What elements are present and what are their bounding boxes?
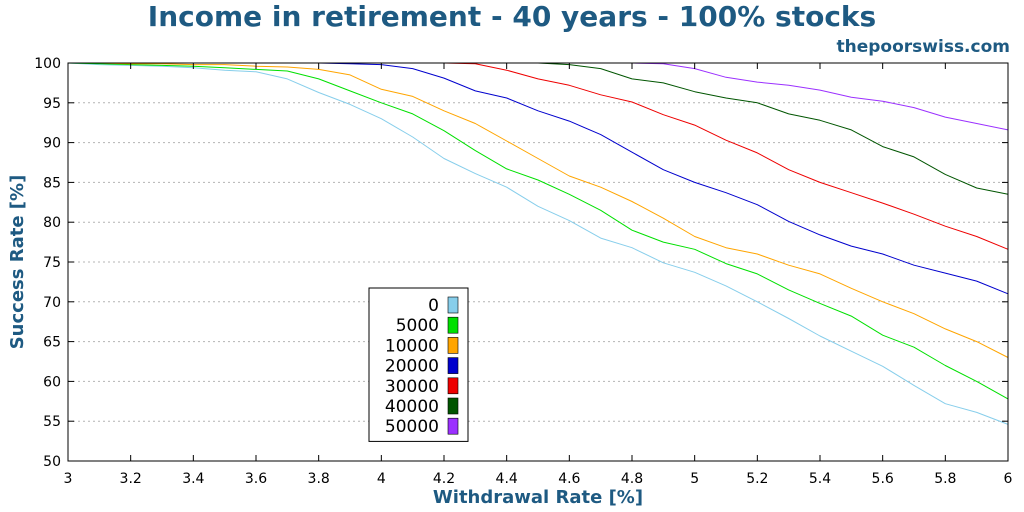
chart-title: Income in retirement - 40 years - 100% s…	[148, 0, 876, 33]
y-tick-label: 65	[43, 335, 61, 351]
legend-swatch	[447, 377, 459, 395]
legend-label: 5000	[396, 316, 439, 336]
legend-label: 30000	[385, 377, 439, 397]
legend-swatch	[447, 337, 459, 354]
y-tick-label: 50	[43, 454, 61, 470]
x-tick-label: 6	[1004, 471, 1013, 487]
series-line-5000	[67, 62, 1009, 400]
x-tick-label: 5.6	[872, 471, 894, 487]
legend-swatch	[447, 417, 459, 435]
series-line-20000	[68, 62, 1009, 295]
series-line-10000	[68, 62, 1009, 358]
series-layer	[67, 62, 1009, 425]
legend-swatch	[447, 296, 459, 314]
x-tick-label: 5.8	[934, 471, 956, 487]
site-watermark[interactable]: thepoorswiss.com	[837, 37, 1011, 57]
series-line-30000	[68, 62, 1009, 250]
x-axis-label: Withdrawal Rate [%]	[433, 487, 643, 508]
legend-label: 10000	[385, 336, 439, 356]
y-tick-label: 80	[43, 215, 61, 231]
x-tick-label: 4.8	[621, 471, 643, 487]
y-tick-label: 100	[34, 56, 61, 72]
y-tick-label: 95	[43, 96, 61, 112]
x-tick-label: 3.4	[182, 471, 204, 487]
y-tick-label: 60	[43, 374, 61, 390]
y-tick-label: 85	[43, 175, 61, 191]
x-tick-label: 3	[64, 471, 73, 487]
x-tick-label: 4.4	[496, 471, 518, 487]
legend-swatch	[447, 357, 459, 374]
x-tick-label: 5.2	[746, 471, 768, 487]
y-tick-label: 90	[43, 136, 61, 152]
series-line-50000	[68, 62, 1009, 131]
x-tick-label: 4	[377, 471, 386, 487]
series-line-0	[67, 62, 1009, 425]
legend-label: 40000	[385, 397, 439, 417]
x-tick-label: 5.4	[809, 471, 831, 487]
y-tick-label: 75	[43, 255, 61, 271]
x-tick-label: 3.2	[120, 471, 142, 487]
x-tick-label: 4.2	[433, 471, 455, 487]
legend-label: 50000	[385, 417, 439, 437]
x-axis-ticks: 3 3.2 3.4 3.6 3.8 4 4.2 4.4 4.6 4.8 5 5.2 5.4 5.6 5.8 6	[64, 63, 1013, 487]
x-tick-label: 4.6	[558, 471, 580, 487]
y-axis-ticks: 50 55 60 65 70 75 80 85 90 95 100	[34, 56, 1008, 470]
series-line-40000	[68, 62, 1009, 195]
y-tick-label: 70	[43, 295, 61, 311]
x-tick-label: 5	[690, 471, 699, 487]
y-tick-label: 55	[43, 414, 61, 430]
y-axis-label: Success Rate [%]	[7, 175, 28, 350]
legend-swatch	[447, 316, 459, 334]
x-tick-label: 3.6	[245, 471, 267, 487]
grid-lines	[68, 102, 1008, 422]
legend-label: 0	[428, 296, 439, 316]
legend-swatch	[447, 397, 459, 415]
x-tick-label: 3.8	[308, 471, 330, 487]
legend-label: 20000	[385, 357, 439, 377]
